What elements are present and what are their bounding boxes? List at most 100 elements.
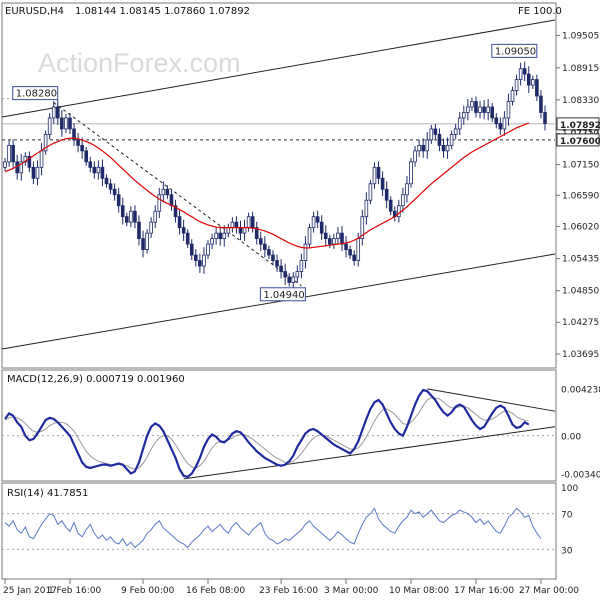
candle-body xyxy=(279,265,283,272)
candle-body xyxy=(3,161,7,168)
annotation-label: 1.08280 xyxy=(16,89,57,100)
candle-body xyxy=(478,106,482,113)
candle xyxy=(100,159,105,187)
price-tick-label: 1.08915 xyxy=(562,64,599,74)
candle xyxy=(543,105,547,131)
candle xyxy=(238,220,243,241)
candle xyxy=(60,110,64,137)
candle-body xyxy=(441,144,446,152)
candle-body xyxy=(39,150,44,168)
macd-label: MACD(12,26,9) 0.000719 0.001960 xyxy=(7,374,185,385)
candle xyxy=(271,250,275,266)
candle-body xyxy=(522,68,527,75)
candle-body xyxy=(303,243,308,261)
candle xyxy=(116,187,121,213)
candle xyxy=(161,181,166,203)
candle xyxy=(340,226,344,252)
candle-body xyxy=(230,221,235,229)
candle xyxy=(449,130,454,150)
annotation-label: 1.04940 xyxy=(263,290,304,301)
x-tick-label: 3 Mar 00:00 xyxy=(324,586,379,596)
candle xyxy=(535,74,539,101)
candle xyxy=(214,227,218,245)
macd-tick-label: 0.00 xyxy=(561,433,581,443)
price-layer: 1.08280 1.04940 1.09050 xyxy=(1,19,556,350)
candle-body xyxy=(11,144,15,163)
candle xyxy=(388,196,393,216)
candle-body xyxy=(60,117,64,130)
macd-signal-line xyxy=(4,397,529,470)
candle xyxy=(425,132,430,159)
candle-body xyxy=(125,216,129,223)
candle xyxy=(202,247,206,274)
candle xyxy=(291,272,296,288)
candle xyxy=(307,223,312,249)
candle-body xyxy=(157,194,162,212)
candle xyxy=(112,183,117,201)
candle-body xyxy=(153,210,158,223)
candle-body xyxy=(7,144,11,163)
candle-body xyxy=(271,254,275,261)
candle xyxy=(31,161,36,185)
candle xyxy=(104,174,109,188)
candle-body xyxy=(198,260,202,267)
candle xyxy=(153,205,158,229)
price-tick-label: 1.03695 xyxy=(562,350,599,360)
candle-body xyxy=(328,238,332,245)
candle xyxy=(3,157,7,172)
price-tick-label: 1.06020 xyxy=(562,223,599,233)
candle-body xyxy=(169,194,174,207)
candle xyxy=(401,187,405,213)
rsi-tick-label: 70 xyxy=(561,511,573,521)
candle-body xyxy=(287,276,292,283)
candle-body xyxy=(210,238,214,245)
candle-body xyxy=(348,249,352,256)
candle xyxy=(311,211,316,233)
candle xyxy=(498,117,503,135)
candle xyxy=(11,139,15,168)
candle xyxy=(372,162,377,189)
candle xyxy=(344,236,348,258)
candle-body xyxy=(401,194,405,207)
candle-body xyxy=(275,260,279,267)
candle-body xyxy=(295,271,300,278)
candle-body xyxy=(307,227,312,245)
candle xyxy=(27,151,32,173)
candle xyxy=(466,99,470,121)
candle-body xyxy=(88,161,93,168)
candle-body xyxy=(149,221,153,234)
annotation-box xyxy=(491,43,538,58)
candle-body xyxy=(68,117,72,130)
candle xyxy=(332,233,336,250)
candle xyxy=(397,199,401,223)
candle-body xyxy=(246,216,251,229)
ohlc-label: 1.08144 1.08145 1.07860 1.07892 xyxy=(75,6,250,17)
candle xyxy=(108,178,113,195)
candle xyxy=(242,219,247,242)
candle xyxy=(141,230,145,258)
candle xyxy=(433,124,438,140)
candle-body xyxy=(242,227,247,234)
candle xyxy=(319,215,324,241)
candle xyxy=(198,253,202,273)
level-box xyxy=(556,133,600,147)
candle-body xyxy=(539,95,543,113)
candle-body xyxy=(470,101,474,108)
candle xyxy=(470,97,474,111)
candle xyxy=(194,249,198,267)
price-tick-label: 1.07150 xyxy=(562,161,599,171)
current-price-box xyxy=(556,117,600,131)
candle xyxy=(405,175,409,203)
candle xyxy=(539,90,543,119)
candle-body xyxy=(31,166,36,179)
candle-body xyxy=(453,128,458,135)
level-label: 1.07600 xyxy=(560,137,600,147)
candle-body xyxy=(165,188,170,196)
candle-body xyxy=(429,128,434,141)
candle-body xyxy=(283,271,287,278)
candle-body xyxy=(535,79,539,97)
candle-body xyxy=(409,161,413,185)
candle-body xyxy=(129,210,133,223)
